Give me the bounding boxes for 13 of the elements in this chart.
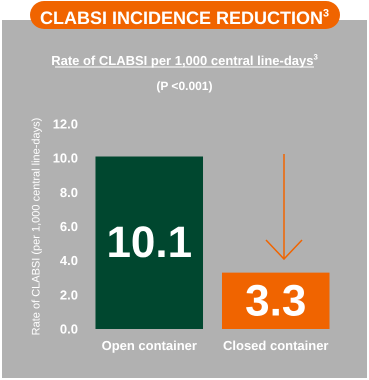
y-tick-label: 12.0 bbox=[52, 116, 78, 132]
y-tick-label: 0.0 bbox=[60, 322, 78, 336]
y-tick-label: 4.0 bbox=[60, 253, 78, 268]
x-tick-label: Open container bbox=[102, 338, 197, 353]
data-label: 10.1 bbox=[106, 218, 192, 268]
y-tick-label: 10.0 bbox=[52, 150, 78, 166]
y-tick-label: 8.0 bbox=[60, 184, 78, 200]
y-axis-title: Rate of CLABSI (per 1,000 central line-days) bbox=[30, 118, 42, 336]
y-tick-label: 2.0 bbox=[60, 287, 78, 302]
y-tick-label: 6.0 bbox=[60, 219, 78, 234]
data-label: 3.3 bbox=[245, 276, 306, 326]
text: (P <0.001) bbox=[156, 79, 212, 93]
x-tick-label: Closed container bbox=[223, 338, 328, 353]
